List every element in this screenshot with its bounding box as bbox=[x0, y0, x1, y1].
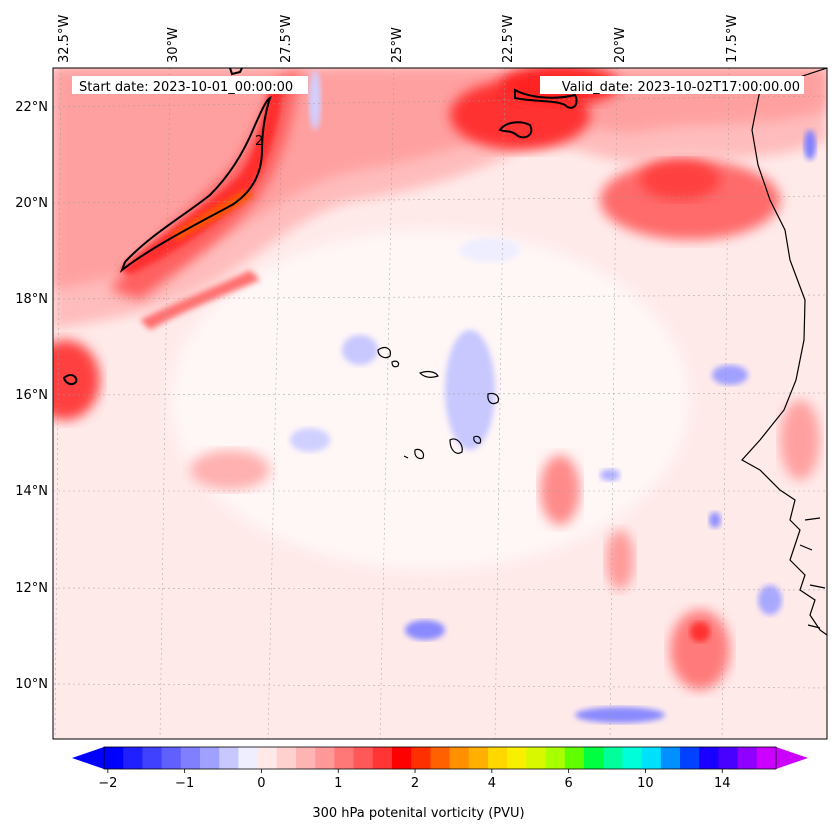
colorbar-bin bbox=[488, 747, 508, 769]
colorbar-bin bbox=[699, 747, 719, 769]
lat-label: 12°N bbox=[15, 581, 48, 596]
colorbar-bin bbox=[680, 747, 700, 769]
colorbar-title: 300 hPa potenital vorticity (PVU) bbox=[312, 806, 525, 821]
lat-label: 22°N bbox=[15, 100, 48, 115]
colorbar-tick-label: 2 bbox=[411, 776, 419, 791]
lat-label: 18°N bbox=[15, 292, 48, 307]
lon-label: 30°W bbox=[166, 27, 181, 63]
colorbar-tick-label: 14 bbox=[714, 776, 731, 791]
latitude-labels: 22°N 20°N 18°N 16°N 14°N 12°N 10°N bbox=[15, 100, 48, 692]
colorbar-bin bbox=[660, 747, 681, 769]
colorbar-bin bbox=[161, 747, 182, 769]
colorbar-tick-label: 4 bbox=[488, 776, 496, 791]
lon-label: 20°W bbox=[613, 27, 628, 63]
pv-2-contour bbox=[62, 68, 578, 386]
colorbar-bin bbox=[507, 747, 527, 769]
colorbar-bin bbox=[603, 747, 623, 769]
colorbar-bin bbox=[238, 747, 259, 769]
colorbar-bin bbox=[334, 747, 355, 769]
colorbar-bin bbox=[372, 747, 393, 769]
colorbar-extend-min bbox=[72, 747, 104, 769]
colorbar-extend-max bbox=[776, 747, 808, 769]
colorbar-bin bbox=[296, 747, 316, 769]
colorbar: −2 −1 0 1 2 4 6 10 14 bbox=[72, 746, 808, 791]
colorbar-bin bbox=[718, 747, 739, 769]
colorbar-bin bbox=[315, 747, 335, 769]
lon-label: 22.5°W bbox=[501, 15, 516, 63]
colorbar-bin bbox=[180, 747, 201, 769]
colorbar-bin bbox=[200, 747, 220, 769]
lon-label: 27.5°W bbox=[279, 15, 294, 63]
lat-label: 14°N bbox=[15, 484, 48, 499]
colorbar-bin bbox=[219, 747, 239, 769]
contour-label: 2 bbox=[255, 134, 263, 149]
colorbar-bin bbox=[641, 747, 662, 769]
colorbar-bin bbox=[526, 747, 547, 769]
lon-label: 32.5°W bbox=[57, 15, 72, 63]
colorbar-bin bbox=[257, 747, 278, 769]
colorbar-bin bbox=[756, 747, 777, 769]
colorbar-bin bbox=[449, 747, 470, 769]
start-date-box bbox=[72, 76, 308, 94]
colorbar-bin bbox=[430, 747, 451, 769]
colorbar-tick-label: −1 bbox=[175, 776, 194, 791]
lat-label: 16°N bbox=[15, 388, 48, 403]
colorbar-frame bbox=[103, 746, 777, 770]
colorbar-bin bbox=[142, 747, 163, 769]
valid-date-label: Valid_date: 2023-10-02T17:00:00.00 bbox=[562, 80, 800, 95]
colorbar-bin bbox=[622, 747, 643, 769]
colorbar-bin bbox=[411, 747, 431, 769]
valid-date-box bbox=[540, 76, 804, 94]
graticule bbox=[53, 68, 827, 739]
map-frame bbox=[52, 67, 828, 740]
colorbar-bin bbox=[545, 747, 566, 769]
colorbar-bin bbox=[564, 747, 585, 769]
lon-label: 17.5°W bbox=[725, 15, 740, 63]
longitude-labels: 32.5°W 30°W 27.5°W 25°W 22.5°W 20°W 17.5… bbox=[57, 15, 740, 63]
pv-field: 2 bbox=[53, 68, 827, 739]
colorbar-bin bbox=[468, 747, 489, 769]
colorbar-tick-label: 1 bbox=[334, 776, 342, 791]
colorbar-bin bbox=[392, 747, 412, 769]
lon-label: 25°W bbox=[390, 27, 405, 63]
lat-label: 20°N bbox=[15, 196, 48, 211]
colorbar-tick-label: −2 bbox=[98, 776, 117, 791]
start-date-label: Start date: 2023-10-01_00:00:00 bbox=[79, 80, 293, 95]
colorbar-bin bbox=[584, 747, 604, 769]
colorbar-bin bbox=[104, 747, 124, 769]
lat-label: 10°N bbox=[15, 677, 48, 692]
coastlines bbox=[377, 68, 827, 636]
colorbar-bin bbox=[353, 747, 374, 769]
colorbar-bin bbox=[737, 747, 758, 769]
colorbar-tick-label: 6 bbox=[564, 776, 572, 791]
colorbar-bin bbox=[276, 747, 297, 769]
colorbar-bin bbox=[123, 747, 143, 769]
colorbar-tick-label: 0 bbox=[257, 776, 265, 791]
colorbar-tick-label: 10 bbox=[637, 776, 654, 791]
